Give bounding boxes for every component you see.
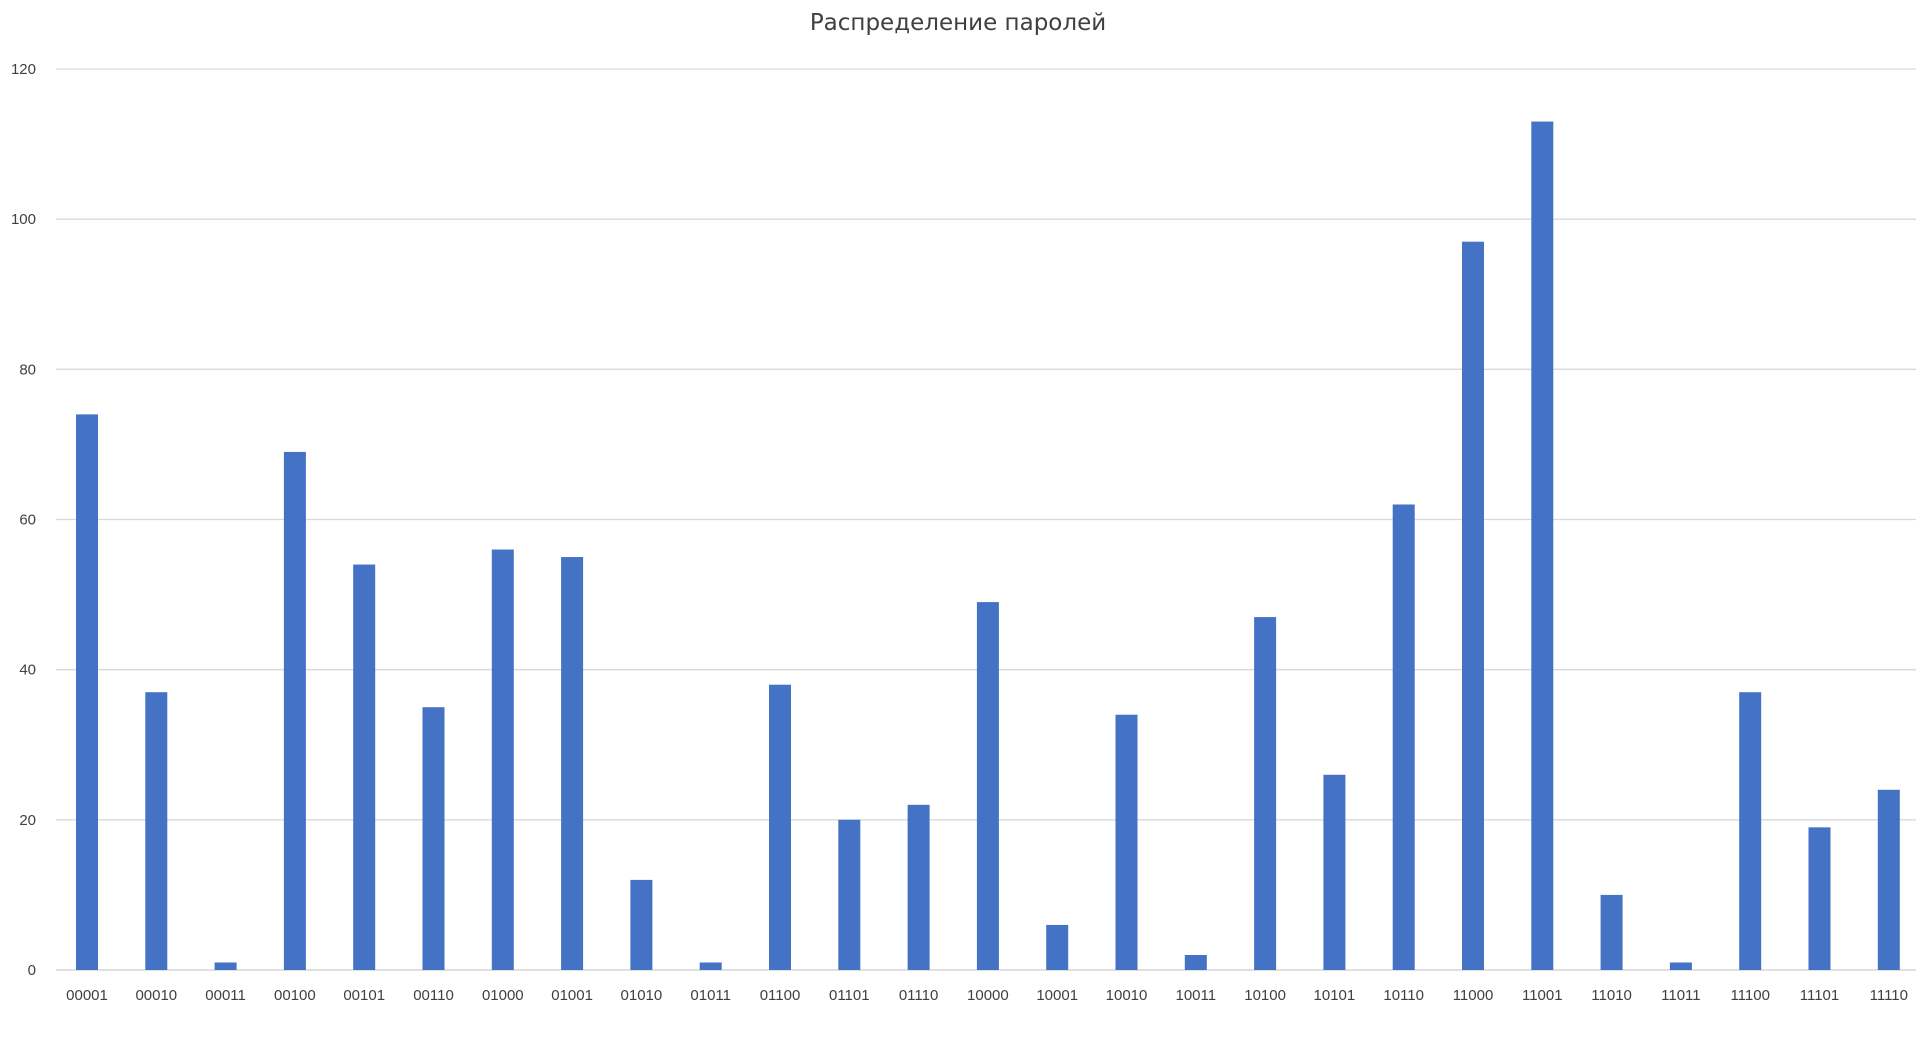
bar-01101	[838, 819, 861, 970]
y-tick-label: 40	[19, 662, 36, 679]
x-tick-label: 00101	[343, 987, 385, 1004]
bar-01000	[491, 549, 514, 970]
bar-00110	[422, 707, 445, 970]
bar-10010	[1115, 714, 1138, 970]
x-tick-label: 11001	[1522, 987, 1563, 1004]
bar-10011	[1184, 954, 1207, 970]
x-tick-label: 10010	[1106, 987, 1148, 1004]
x-tick-label: 00100	[274, 987, 316, 1004]
bar-10101	[1323, 774, 1346, 970]
bar-00001	[76, 414, 98, 971]
bar-01001	[561, 557, 584, 970]
y-tick-label: 0	[28, 962, 36, 979]
x-tick-label: 11011	[1661, 987, 1701, 1004]
bar-11011	[1669, 962, 1692, 970]
bar-10000	[976, 602, 999, 970]
x-tick-label: 00011	[205, 987, 246, 1004]
bar-00011	[214, 962, 237, 970]
y-tick-label: 60	[19, 512, 36, 529]
x-tick-label: 01100	[760, 987, 801, 1004]
x-tick-label: 11101	[1800, 987, 1840, 1004]
bar-00100	[283, 451, 306, 970]
x-tick-label: 10100	[1244, 987, 1286, 1004]
x-tick-label: 00001	[66, 987, 108, 1004]
x-tick-label: 01001	[551, 987, 593, 1004]
bars	[76, 121, 1900, 971]
bar-11100	[1739, 692, 1762, 970]
x-tick-label: 01110	[899, 987, 939, 1004]
bar-11110	[1877, 789, 1900, 970]
bar-11101	[1808, 827, 1831, 970]
y-tick-label: 80	[19, 361, 36, 378]
x-tick-label: 01010	[621, 987, 663, 1004]
bar-10110	[1392, 504, 1415, 970]
bar-01100	[769, 684, 791, 970]
x-tick-label: 00110	[413, 987, 454, 1004]
x-tick-label: 01101	[829, 987, 870, 1004]
x-tick-label: 11000	[1453, 987, 1494, 1004]
bar-11001	[1531, 121, 1554, 970]
bar-01110	[907, 804, 930, 970]
x-tick-label: 10101	[1314, 987, 1356, 1004]
x-tick-label: 01000	[482, 987, 524, 1004]
x-tick-label: 10011	[1175, 987, 1216, 1004]
bar-11000	[1462, 241, 1484, 971]
x-tick-label: 10110	[1383, 987, 1424, 1004]
x-tick-label: 11010	[1591, 987, 1632, 1004]
x-tick-label: 01011	[690, 987, 731, 1004]
y-axis-tick-labels: 0 20 40 60 80 100 120	[11, 61, 36, 979]
x-tick-label: 11110	[1870, 987, 1908, 1004]
bar-00101	[353, 564, 376, 970]
bar-10001	[1046, 924, 1069, 970]
bar-01010	[630, 879, 653, 970]
bar-01011	[699, 962, 722, 970]
bar-10100	[1254, 617, 1277, 970]
chart-title: Распределение паролей	[809, 10, 1107, 36]
x-axis-tick-labels: 00001 00010 00011 00100 00101 00110 01000 01001…	[66, 987, 1908, 1004]
x-tick-label: 11100	[1730, 987, 1770, 1004]
y-tick-label: 20	[19, 812, 36, 829]
bar-00010	[145, 692, 168, 970]
x-tick-label: 10001	[1036, 987, 1078, 1004]
x-tick-label: 10000	[967, 987, 1009, 1004]
x-tick-label: 00010	[135, 987, 177, 1004]
y-tick-label: 100	[11, 211, 36, 228]
bar-11010	[1600, 894, 1623, 970]
y-tick-label: 120	[11, 61, 36, 78]
